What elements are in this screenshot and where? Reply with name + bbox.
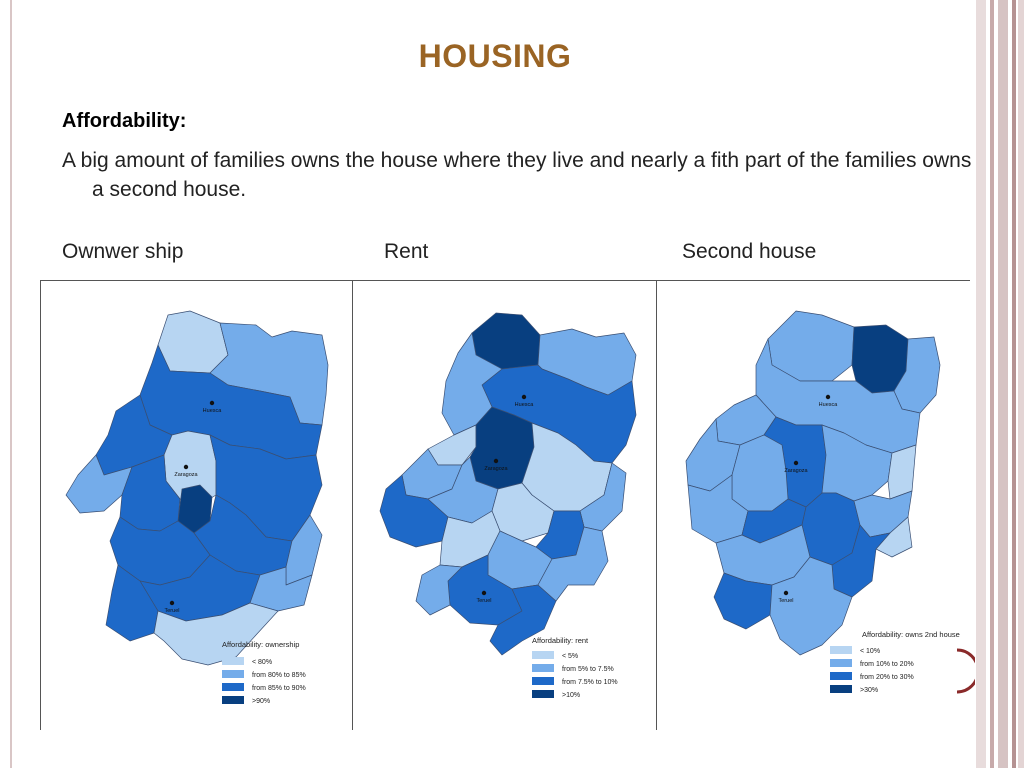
map-second-house-svg: Affordability: owns 2nd house < 10% from … (685, 310, 960, 694)
table-top-rule (40, 280, 970, 281)
legend-label: from 10% to 20% (860, 661, 914, 668)
city-dot-icon (493, 458, 499, 464)
city-label: Huesca (203, 408, 223, 414)
column-label-ownership: Ownwer ship (62, 240, 184, 263)
map-rent: Affordability: rent < 5% from 5% to 7.5% f… (372, 285, 662, 725)
slide-title: HOUSING (418, 38, 572, 74)
city-label: Huesca (819, 402, 839, 408)
legend-swatch (532, 651, 554, 659)
city-dot-icon (825, 394, 831, 400)
map-second-house-legend: Affordability: owns 2nd house < 10% from … (830, 630, 960, 694)
city-label: Teruel (165, 608, 180, 614)
city-dot-icon (521, 394, 527, 400)
column-label-rent: Rent (384, 240, 429, 263)
legend-title: Affordability: owns 2nd house (862, 630, 960, 639)
legend-label: from 7.5% to 10% (562, 679, 618, 686)
legend-label: >30% (860, 687, 878, 694)
map-region (731, 434, 789, 512)
map-ownership-svg: Affordability: ownership < 80% from 80% t… (65, 310, 329, 705)
table-divider-2 (656, 280, 657, 730)
legend-label: from 85% to 90% (252, 685, 306, 692)
city-label: Teruel (477, 598, 492, 604)
city-label: Huesca (515, 402, 535, 408)
city-label: Zaragoza (484, 466, 508, 472)
city-markers: Huesca Zaragoza Teruel (165, 400, 223, 614)
legend-swatch (532, 677, 554, 685)
legend-items: < 80% from 80% to 85% from 85% to 90% >90% (222, 657, 306, 705)
city-dot-icon (169, 600, 175, 606)
map-region (65, 454, 133, 514)
map-region (713, 572, 773, 630)
legend-swatch (532, 690, 554, 698)
decorative-circle-icon (956, 648, 975, 694)
map-ownership-legend: Affordability: ownership < 80% from 80% t… (222, 640, 306, 705)
legend-swatch (222, 657, 244, 665)
city-dot-icon (209, 400, 215, 406)
map-ownership: Affordability: ownership < 80% from 80% t… (60, 285, 350, 725)
legend-items: < 5% from 5% to 7.5% from 7.5% to 10% >10% (532, 651, 618, 699)
map-region (415, 564, 463, 616)
table-left-rule (40, 280, 41, 730)
city-dot-icon (783, 590, 789, 596)
legend-label: from 80% to 85% (252, 672, 306, 679)
map-region (157, 310, 229, 374)
legend-label: from 20% to 30% (860, 674, 914, 681)
right-decorative-border (976, 0, 1024, 768)
legend-items: < 10% from 10% to 20% from 20% to 30% >30% (830, 646, 914, 694)
slide-body-text: A big amount of families owns the house … (62, 149, 972, 201)
legend-title: Affordability: rent (532, 636, 589, 645)
map-region (489, 584, 557, 656)
legend-swatch (222, 670, 244, 678)
city-label: Teruel (779, 598, 794, 604)
slide-subheading: Affordability: (62, 110, 187, 132)
map-region (379, 474, 449, 548)
table-divider-1 (352, 280, 353, 730)
legend-swatch (532, 664, 554, 672)
legend-label: >10% (562, 692, 580, 699)
legend-label: from 5% to 7.5% (562, 666, 614, 673)
city-label: Zaragoza (174, 472, 198, 478)
map-region (537, 526, 609, 602)
legend-label: < 80% (252, 659, 272, 666)
legend-swatch (830, 672, 852, 680)
city-dot-icon (183, 464, 189, 470)
city-markers: Huesca Zaragoza Teruel (477, 394, 535, 604)
column-label-second-house: Second house (682, 240, 817, 263)
map-region (105, 564, 159, 642)
city-markers: Huesca Zaragoza Teruel (779, 394, 839, 604)
map-rent-legend: Affordability: rent < 5% from 5% to 7.5% f… (532, 636, 618, 699)
legend-label: < 5% (562, 653, 578, 660)
legend-label: >90% (252, 698, 270, 705)
legend-swatch (222, 696, 244, 704)
map-region (769, 556, 853, 656)
city-dot-icon (793, 460, 799, 466)
left-border-line (10, 0, 12, 768)
city-dot-icon (481, 590, 487, 596)
map-second-house: Affordability: owns 2nd house < 10% from … (676, 285, 966, 725)
map-region (153, 602, 279, 666)
legend-label: < 10% (860, 648, 880, 655)
legend-swatch (830, 685, 852, 693)
legend-title: Affordability: ownership (222, 640, 299, 649)
map-rent-svg: Affordability: rent < 5% from 5% to 7.5% f… (379, 312, 637, 699)
legend-swatch (222, 683, 244, 691)
city-label: Zaragoza (784, 468, 808, 474)
legend-swatch (830, 646, 852, 654)
legend-swatch (830, 659, 852, 667)
